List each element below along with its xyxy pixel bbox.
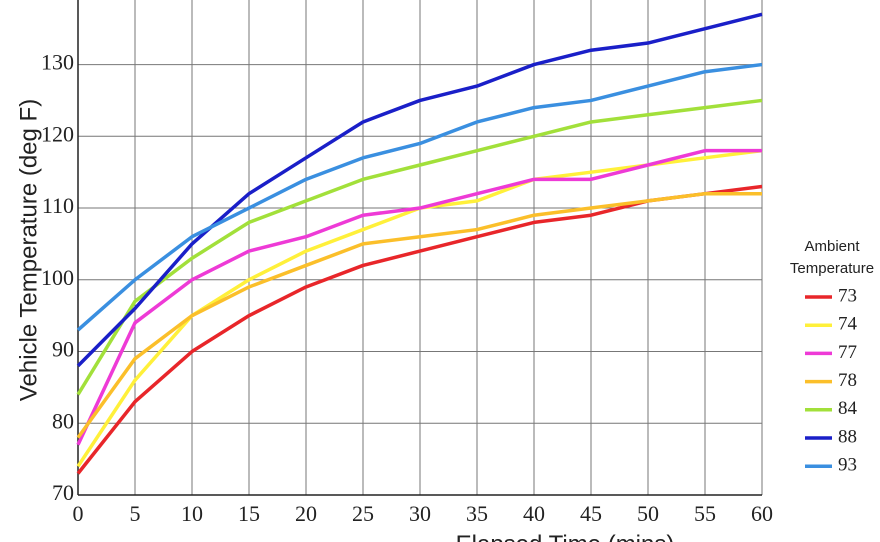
x-tick-label: 25 (352, 501, 374, 526)
legend-label: 93 (838, 455, 857, 476)
y-tick-label: 130 (41, 50, 74, 75)
legend-label: 77 (838, 342, 857, 363)
series-line (76, 191, 762, 439)
x-axis-label: Elapsed Time (mins) (456, 531, 675, 542)
x-tick-label: 30 (409, 501, 431, 526)
x-tick-label: 10 (181, 501, 203, 526)
legend-label: 84 (838, 398, 858, 419)
x-tick-label: 5 (130, 501, 141, 526)
y-tick-label: 70 (52, 480, 74, 505)
series-line (76, 148, 762, 446)
x-tick-label: 40 (523, 501, 545, 526)
y-tick-label: 90 (52, 337, 74, 362)
y-tick-label: 80 (52, 408, 74, 433)
y-tick-label: 100 (41, 265, 74, 290)
series-line (76, 98, 763, 396)
series-line (76, 62, 763, 332)
legend-label: 78 (838, 370, 857, 391)
x-tick-label: 20 (295, 501, 317, 526)
series-line (76, 12, 763, 368)
y-axis-label: Vehicle Temperature (deg F) (15, 99, 42, 401)
legend-title: Ambient (804, 238, 860, 255)
x-tick-label: 50 (637, 501, 659, 526)
legend-title: Temperature (790, 260, 874, 277)
legend-label: 74 (838, 314, 858, 335)
y-tick-label: 110 (42, 193, 74, 218)
x-tick-label: 60 (751, 501, 773, 526)
x-tick-label: 45 (580, 501, 602, 526)
legend-label: 73 (838, 285, 857, 306)
x-tick-label: 55 (694, 501, 716, 526)
x-tick-label: 15 (238, 501, 260, 526)
y-tick-label: 120 (41, 121, 74, 146)
legend-label: 88 (838, 426, 857, 447)
x-tick-label: 0 (73, 501, 84, 526)
x-tick-label: 35 (466, 501, 488, 526)
